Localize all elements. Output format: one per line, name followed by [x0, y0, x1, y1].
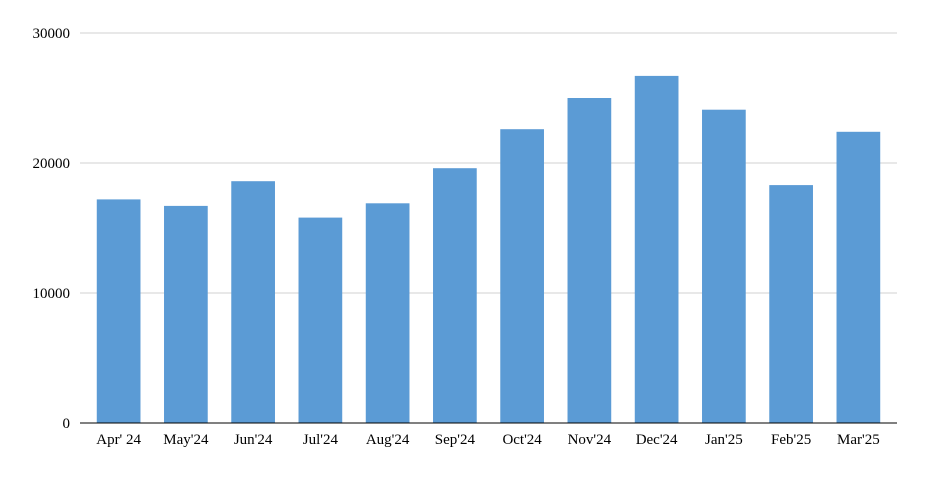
x-tick-label: Dec'24 [636, 432, 678, 448]
y-tick-label: 30000 [33, 26, 71, 42]
x-tick-label: Feb'25 [771, 432, 811, 448]
y-tick-label: 0 [63, 416, 71, 432]
bar [836, 131, 881, 424]
bar [702, 109, 746, 423]
x-axis-ticks: Apr' 24 May'24 Jun'24 Jul'24 Aug'24 Sep'24 Oct… [96, 432, 879, 448]
x-tick-label: Nov'24 [568, 432, 612, 448]
bar [567, 98, 612, 423]
bar [298, 217, 343, 423]
x-tick-label: May'24 [163, 432, 209, 448]
x-tick-label: Jan'25 [705, 432, 743, 448]
y-axis-ticks: 0 10000 20000 30000 [33, 26, 71, 432]
x-tick-label: Apr' 24 [96, 432, 141, 448]
bars [96, 75, 881, 424]
x-tick-label: Jul'24 [303, 432, 339, 448]
bar [500, 129, 544, 423]
bar [433, 168, 477, 423]
bar [96, 199, 141, 423]
x-tick-label: Mar'25 [837, 432, 880, 448]
x-tick-label: Oct'24 [502, 432, 542, 448]
y-tick-label: 10000 [33, 286, 71, 302]
x-tick-label: Aug'24 [366, 432, 410, 448]
bar [634, 75, 679, 424]
bar [769, 185, 813, 423]
bar [231, 181, 275, 423]
x-tick-label: Sep'24 [435, 432, 476, 448]
y-tick-label: 20000 [33, 156, 71, 172]
x-tick-label: Jun'24 [234, 432, 273, 448]
gridlines [80, 32, 897, 294]
bar [365, 203, 410, 423]
bar [164, 205, 208, 423]
